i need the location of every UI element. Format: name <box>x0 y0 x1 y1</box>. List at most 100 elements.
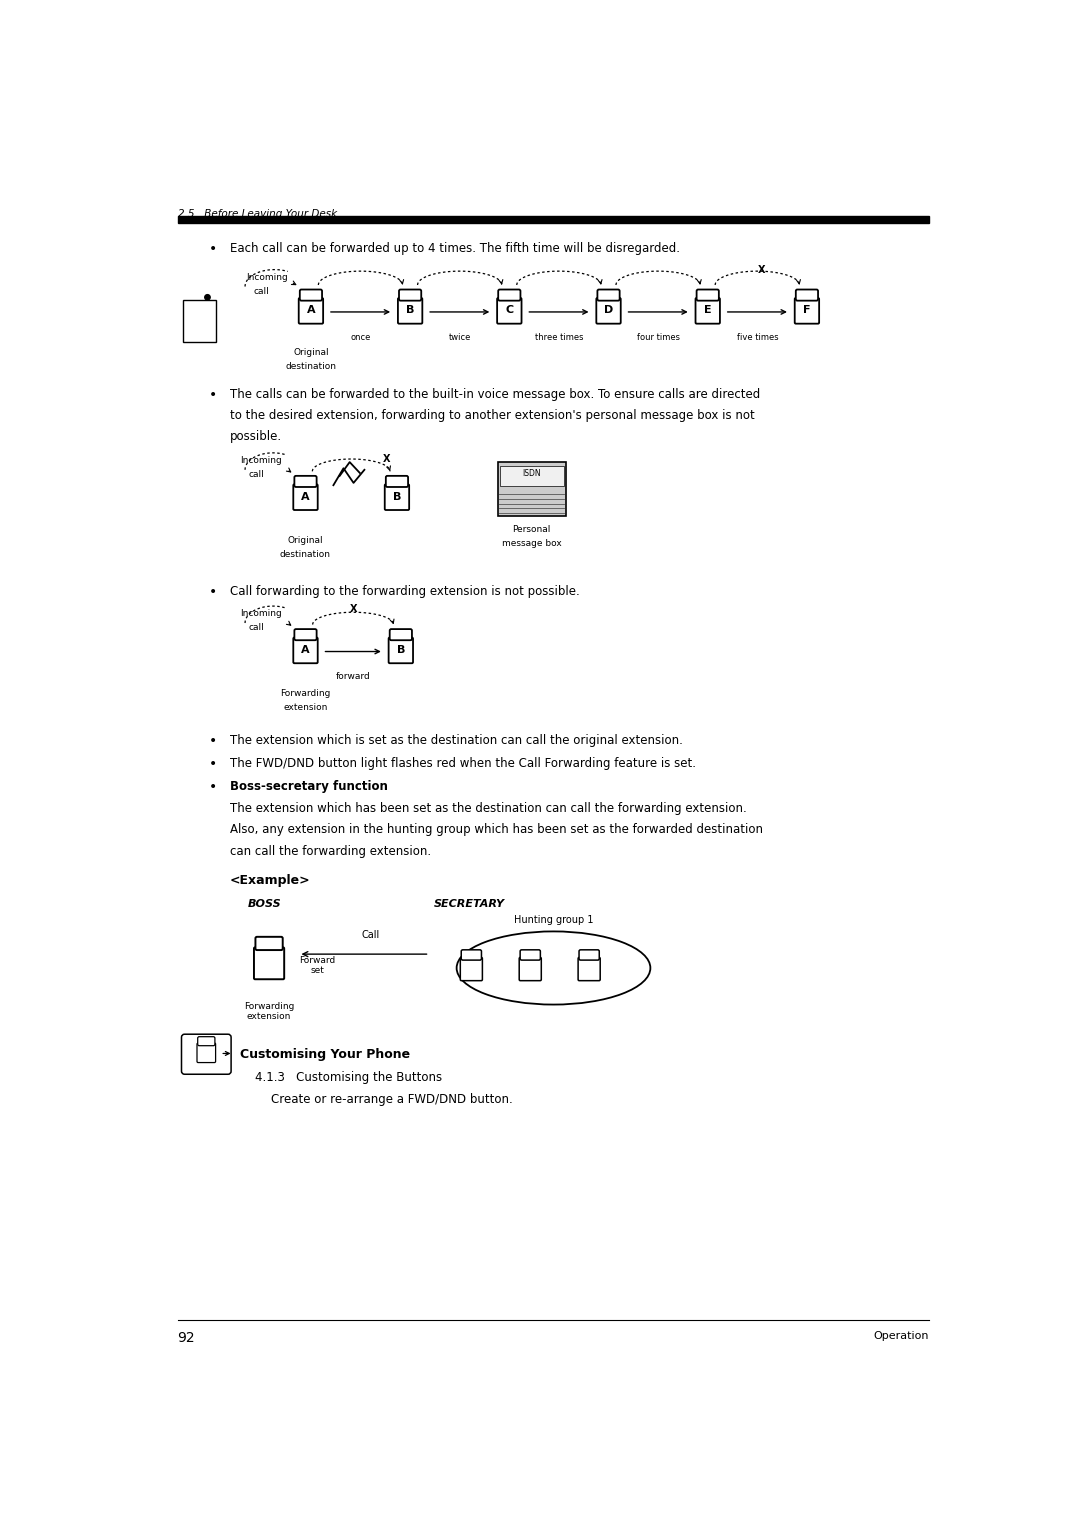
Text: B: B <box>396 645 405 656</box>
FancyBboxPatch shape <box>181 1034 231 1074</box>
Text: •: • <box>208 733 217 747</box>
Text: call: call <box>248 469 264 478</box>
Text: ISDN: ISDN <box>523 469 541 478</box>
FancyBboxPatch shape <box>597 289 620 301</box>
FancyBboxPatch shape <box>300 289 322 301</box>
FancyBboxPatch shape <box>578 958 600 981</box>
Text: Forward
set: Forward set <box>299 957 335 975</box>
FancyBboxPatch shape <box>254 947 284 979</box>
Text: 2.5   Before Leaving Your Desk: 2.5 Before Leaving Your Desk <box>177 209 337 219</box>
FancyBboxPatch shape <box>386 475 408 487</box>
FancyBboxPatch shape <box>197 1044 216 1062</box>
Text: •: • <box>208 756 217 772</box>
FancyBboxPatch shape <box>294 637 318 663</box>
FancyBboxPatch shape <box>460 958 483 981</box>
Text: extension: extension <box>283 703 327 712</box>
Text: Forwarding
extension: Forwarding extension <box>244 1002 294 1021</box>
FancyBboxPatch shape <box>183 299 216 342</box>
FancyBboxPatch shape <box>295 475 316 487</box>
FancyBboxPatch shape <box>795 298 819 324</box>
Text: five times: five times <box>737 333 778 342</box>
Text: Forwarding: Forwarding <box>281 689 330 698</box>
Text: SECRETARY: SECRETARY <box>433 898 504 909</box>
Circle shape <box>205 295 211 299</box>
Text: A: A <box>307 306 315 315</box>
Text: Original: Original <box>293 348 328 358</box>
Text: Customising Your Phone: Customising Your Phone <box>240 1048 409 1060</box>
Text: Incoming: Incoming <box>241 610 282 619</box>
Text: •: • <box>208 388 217 402</box>
FancyBboxPatch shape <box>596 298 621 324</box>
FancyBboxPatch shape <box>498 289 521 301</box>
FancyBboxPatch shape <box>399 289 421 301</box>
Text: BOSS: BOSS <box>247 898 281 909</box>
Text: Incoming: Incoming <box>241 455 282 465</box>
FancyBboxPatch shape <box>389 637 413 663</box>
FancyBboxPatch shape <box>697 289 719 301</box>
Text: Create or re-arrange a FWD/DND button.: Create or re-arrange a FWD/DND button. <box>271 1093 512 1106</box>
Text: X: X <box>382 454 390 465</box>
FancyBboxPatch shape <box>198 1036 215 1045</box>
Text: B: B <box>393 492 401 501</box>
Text: •: • <box>208 585 217 599</box>
FancyBboxPatch shape <box>579 950 599 960</box>
Text: •: • <box>208 781 217 795</box>
Text: 4.1.3   Customising the Buttons: 4.1.3 Customising the Buttons <box>255 1071 442 1085</box>
Text: E: E <box>704 306 712 315</box>
FancyBboxPatch shape <box>497 298 522 324</box>
FancyBboxPatch shape <box>256 937 283 950</box>
Text: F: F <box>804 306 811 315</box>
Text: Call: Call <box>362 931 380 940</box>
FancyBboxPatch shape <box>500 466 564 486</box>
Text: X: X <box>757 264 765 275</box>
Text: B: B <box>406 306 415 315</box>
Text: <Example>: <Example> <box>230 874 310 888</box>
Text: forward: forward <box>336 672 370 681</box>
Text: destination: destination <box>285 362 337 371</box>
Text: C: C <box>505 306 513 315</box>
Text: The extension which is set as the destination can call the original extension.: The extension which is set as the destin… <box>230 733 683 747</box>
FancyBboxPatch shape <box>384 484 409 510</box>
Text: X: X <box>350 604 356 614</box>
Text: to the desired extension, forwarding to another extension's personal message box: to the desired extension, forwarding to … <box>230 410 754 422</box>
Text: A: A <box>301 492 310 501</box>
Text: Incoming: Incoming <box>246 272 287 281</box>
FancyBboxPatch shape <box>397 298 422 324</box>
Bar <box>177 215 930 223</box>
Text: destination: destination <box>280 550 330 559</box>
Text: call: call <box>248 623 264 633</box>
FancyBboxPatch shape <box>696 298 720 324</box>
Text: three times: three times <box>535 333 583 342</box>
Ellipse shape <box>457 932 650 1004</box>
Text: •: • <box>208 241 217 255</box>
Text: once: once <box>350 333 370 342</box>
Text: The calls can be forwarded to the built-in voice message box. To ensure calls ar: The calls can be forwarded to the built-… <box>230 388 760 402</box>
FancyBboxPatch shape <box>295 630 316 640</box>
FancyBboxPatch shape <box>519 958 541 981</box>
FancyBboxPatch shape <box>521 950 540 960</box>
Text: Each call can be forwarded up to 4 times. The fifth time will be disregarded.: Each call can be forwarded up to 4 times… <box>230 241 679 255</box>
Text: A: A <box>301 645 310 656</box>
Text: call: call <box>254 287 269 295</box>
Text: twice: twice <box>448 333 471 342</box>
Text: Original: Original <box>287 536 323 545</box>
Text: message box: message box <box>502 539 562 549</box>
FancyBboxPatch shape <box>461 950 482 960</box>
Text: four times: four times <box>636 333 679 342</box>
Text: Call forwarding to the forwarding extension is not possible.: Call forwarding to the forwarding extens… <box>230 585 579 597</box>
FancyBboxPatch shape <box>294 484 318 510</box>
FancyBboxPatch shape <box>390 630 411 640</box>
Text: Personal: Personal <box>513 526 551 535</box>
Text: 92: 92 <box>177 1331 195 1345</box>
Text: can call the forwarding extension.: can call the forwarding extension. <box>230 845 431 857</box>
Text: The extension which has been set as the destination can call the forwarding exte: The extension which has been set as the … <box>230 802 746 814</box>
FancyBboxPatch shape <box>796 289 818 301</box>
Text: possible.: possible. <box>230 429 282 443</box>
Text: Hunting group 1: Hunting group 1 <box>514 915 593 926</box>
FancyBboxPatch shape <box>299 298 323 324</box>
Text: Boss-secretary function: Boss-secretary function <box>230 781 388 793</box>
FancyBboxPatch shape <box>498 461 566 516</box>
Text: The FWD/DND button light flashes red when the Call Forwarding feature is set.: The FWD/DND button light flashes red whe… <box>230 756 696 770</box>
Text: Also, any extension in the hunting group which has been set as the forwarded des: Also, any extension in the hunting group… <box>230 824 762 836</box>
Text: Operation: Operation <box>874 1331 930 1340</box>
